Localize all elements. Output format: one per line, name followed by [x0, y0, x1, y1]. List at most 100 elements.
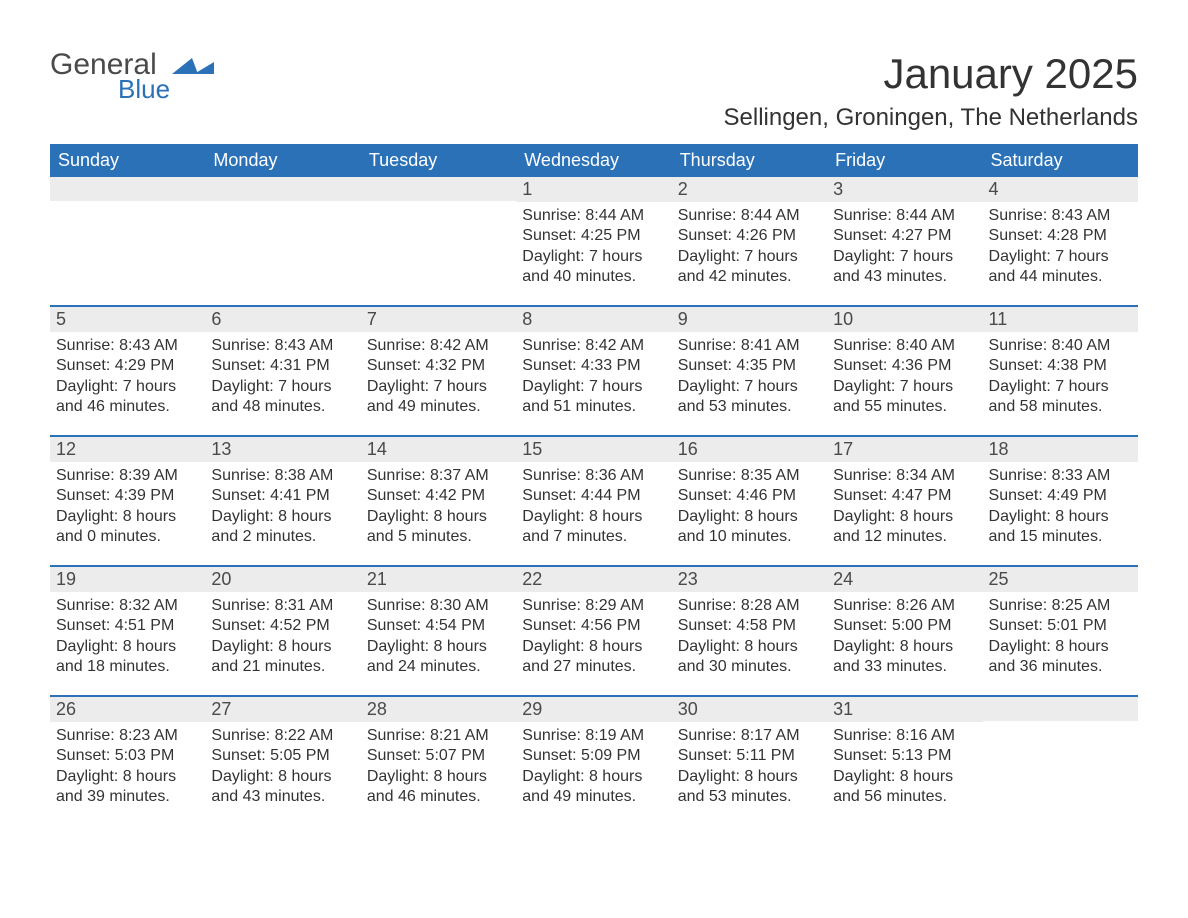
dl1-text: Daylight: 8 hours: [678, 507, 821, 527]
weekday-thursday: Thursday: [672, 144, 827, 177]
sunrise-text: Sunrise: 8:22 AM: [211, 726, 354, 746]
calendar-cell: 7Sunrise: 8:42 AMSunset: 4:32 PMDaylight…: [361, 307, 516, 435]
calendar-cell: 31Sunrise: 8:16 AMSunset: 5:13 PMDayligh…: [827, 697, 982, 825]
calendar-cell: 30Sunrise: 8:17 AMSunset: 5:11 PMDayligh…: [672, 697, 827, 825]
sunrise-text: Sunrise: 8:30 AM: [367, 596, 510, 616]
dl1-text: Daylight: 8 hours: [522, 637, 665, 657]
dl2-text: and 46 minutes.: [367, 787, 510, 807]
dl1-text: Daylight: 7 hours: [211, 377, 354, 397]
day-details: Sunrise: 8:23 AMSunset: 5:03 PMDaylight:…: [50, 722, 205, 814]
dl1-text: Daylight: 7 hours: [678, 377, 821, 397]
sunset-text: Sunset: 4:44 PM: [522, 486, 665, 506]
dl1-text: Daylight: 8 hours: [367, 767, 510, 787]
dl2-text: and 53 minutes.: [678, 787, 821, 807]
day-number: 5: [50, 307, 205, 332]
day-number: 29: [516, 697, 671, 722]
day-details: Sunrise: 8:33 AMSunset: 4:49 PMDaylight:…: [983, 462, 1138, 554]
dl2-text: and 39 minutes.: [56, 787, 199, 807]
sunset-text: Sunset: 4:25 PM: [522, 226, 665, 246]
day-details: Sunrise: 8:43 AMSunset: 4:29 PMDaylight:…: [50, 332, 205, 424]
calendar-cell: 17Sunrise: 8:34 AMSunset: 4:47 PMDayligh…: [827, 437, 982, 565]
dl2-text: and 53 minutes.: [678, 397, 821, 417]
location-subtitle: Sellingen, Groningen, The Netherlands: [724, 104, 1139, 132]
calendar-cell: 16Sunrise: 8:35 AMSunset: 4:46 PMDayligh…: [672, 437, 827, 565]
day-details: Sunrise: 8:31 AMSunset: 4:52 PMDaylight:…: [205, 592, 360, 684]
sunrise-text: Sunrise: 8:44 AM: [678, 206, 821, 226]
calendar-cell: 19Sunrise: 8:32 AMSunset: 4:51 PMDayligh…: [50, 567, 205, 695]
dl2-text: and 33 minutes.: [833, 657, 976, 677]
week-row: 12Sunrise: 8:39 AMSunset: 4:39 PMDayligh…: [50, 435, 1138, 565]
sunrise-text: Sunrise: 8:31 AM: [211, 596, 354, 616]
sunset-text: Sunset: 5:05 PM: [211, 746, 354, 766]
day-number: 23: [672, 567, 827, 592]
calendar-cell: 25Sunrise: 8:25 AMSunset: 5:01 PMDayligh…: [983, 567, 1138, 695]
day-number: 30: [672, 697, 827, 722]
day-details: Sunrise: 8:16 AMSunset: 5:13 PMDaylight:…: [827, 722, 982, 814]
day-details: Sunrise: 8:44 AMSunset: 4:26 PMDaylight:…: [672, 202, 827, 294]
day-number: [361, 177, 516, 201]
day-details: Sunrise: 8:43 AMSunset: 4:28 PMDaylight:…: [983, 202, 1138, 294]
dl1-text: Daylight: 7 hours: [678, 247, 821, 267]
day-number: 20: [205, 567, 360, 592]
calendar-cell: 27Sunrise: 8:22 AMSunset: 5:05 PMDayligh…: [205, 697, 360, 825]
dl2-text: and 21 minutes.: [211, 657, 354, 677]
dl1-text: Daylight: 8 hours: [56, 767, 199, 787]
day-number: 17: [827, 437, 982, 462]
dl1-text: Daylight: 8 hours: [211, 637, 354, 657]
sunrise-text: Sunrise: 8:28 AM: [678, 596, 821, 616]
day-details: Sunrise: 8:26 AMSunset: 5:00 PMDaylight:…: [827, 592, 982, 684]
day-details: Sunrise: 8:30 AMSunset: 4:54 PMDaylight:…: [361, 592, 516, 684]
day-details: Sunrise: 8:22 AMSunset: 5:05 PMDaylight:…: [205, 722, 360, 814]
day-number: 6: [205, 307, 360, 332]
sunrise-text: Sunrise: 8:23 AM: [56, 726, 199, 746]
sunset-text: Sunset: 5:01 PM: [989, 616, 1132, 636]
dl1-text: Daylight: 8 hours: [833, 767, 976, 787]
calendar-cell: 23Sunrise: 8:28 AMSunset: 4:58 PMDayligh…: [672, 567, 827, 695]
sunrise-text: Sunrise: 8:37 AM: [367, 466, 510, 486]
week-row: 19Sunrise: 8:32 AMSunset: 4:51 PMDayligh…: [50, 565, 1138, 695]
calendar-cell: 29Sunrise: 8:19 AMSunset: 5:09 PMDayligh…: [516, 697, 671, 825]
dl2-text: and 40 minutes.: [522, 267, 665, 287]
calendar-cell: 21Sunrise: 8:30 AMSunset: 4:54 PMDayligh…: [361, 567, 516, 695]
title-block: January 2025 Sellingen, Groningen, The N…: [724, 50, 1139, 132]
day-number: 11: [983, 307, 1138, 332]
dl2-text: and 2 minutes.: [211, 527, 354, 547]
dl1-text: Daylight: 8 hours: [56, 637, 199, 657]
sunrise-text: Sunrise: 8:29 AM: [522, 596, 665, 616]
calendar-cell: 26Sunrise: 8:23 AMSunset: 5:03 PMDayligh…: [50, 697, 205, 825]
dl1-text: Daylight: 7 hours: [522, 247, 665, 267]
dl2-text: and 30 minutes.: [678, 657, 821, 677]
calendar-cell: 14Sunrise: 8:37 AMSunset: 4:42 PMDayligh…: [361, 437, 516, 565]
sunrise-text: Sunrise: 8:34 AM: [833, 466, 976, 486]
sunset-text: Sunset: 5:03 PM: [56, 746, 199, 766]
weekday-header-row: Sunday Monday Tuesday Wednesday Thursday…: [50, 144, 1138, 177]
calendar-cell: 15Sunrise: 8:36 AMSunset: 4:44 PMDayligh…: [516, 437, 671, 565]
sunset-text: Sunset: 4:56 PM: [522, 616, 665, 636]
calendar-cell: [983, 697, 1138, 825]
sunrise-text: Sunrise: 8:44 AM: [833, 206, 976, 226]
sunrise-text: Sunrise: 8:36 AM: [522, 466, 665, 486]
dl2-text: and 55 minutes.: [833, 397, 976, 417]
sunrise-text: Sunrise: 8:42 AM: [522, 336, 665, 356]
dl2-text: and 43 minutes.: [211, 787, 354, 807]
sunset-text: Sunset: 4:31 PM: [211, 356, 354, 376]
dl1-text: Daylight: 8 hours: [989, 637, 1132, 657]
dl2-text: and 58 minutes.: [989, 397, 1132, 417]
day-number: 16: [672, 437, 827, 462]
calendar-cell: 4Sunrise: 8:43 AMSunset: 4:28 PMDaylight…: [983, 177, 1138, 305]
calendar-cell: 24Sunrise: 8:26 AMSunset: 5:00 PMDayligh…: [827, 567, 982, 695]
day-details: Sunrise: 8:34 AMSunset: 4:47 PMDaylight:…: [827, 462, 982, 554]
day-number: [50, 177, 205, 201]
day-number: 14: [361, 437, 516, 462]
day-details: Sunrise: 8:39 AMSunset: 4:39 PMDaylight:…: [50, 462, 205, 554]
calendar-cell: 5Sunrise: 8:43 AMSunset: 4:29 PMDaylight…: [50, 307, 205, 435]
calendar-cell: 22Sunrise: 8:29 AMSunset: 4:56 PMDayligh…: [516, 567, 671, 695]
dl2-text: and 49 minutes.: [522, 787, 665, 807]
weekday-sunday: Sunday: [50, 144, 205, 177]
sunset-text: Sunset: 5:07 PM: [367, 746, 510, 766]
day-number: 4: [983, 177, 1138, 202]
dl1-text: Daylight: 8 hours: [522, 507, 665, 527]
sunrise-text: Sunrise: 8:25 AM: [989, 596, 1132, 616]
dl1-text: Daylight: 7 hours: [56, 377, 199, 397]
brand-logo-text: General Blue: [50, 50, 170, 102]
